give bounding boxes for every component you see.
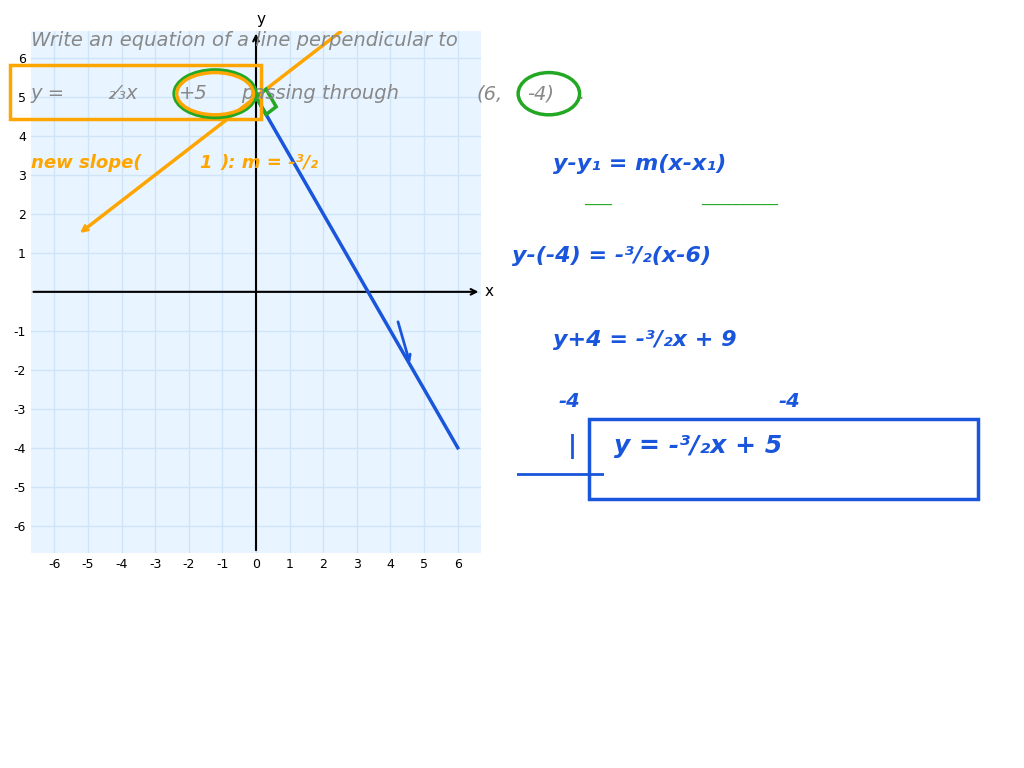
Text: passing through: passing through (241, 84, 398, 104)
Text: y-y₁ = m(x-x₁): y-y₁ = m(x-x₁) (553, 154, 726, 174)
Text: y =: y = (31, 84, 71, 104)
Text: 1: 1 (200, 154, 212, 171)
Text: Write an equation of a line perpendicular to: Write an equation of a line perpendicula… (31, 31, 458, 50)
Text: y = -³/₂x + 5: y = -³/₂x + 5 (614, 434, 782, 458)
Text: |: | (568, 434, 578, 459)
Text: -4): -4) (527, 84, 554, 104)
Text: y+4 = -³/₂x + 9: y+4 = -³/₂x + 9 (553, 330, 736, 350)
Text: ₂⁄₃x: ₂⁄₃x (108, 84, 138, 104)
Text: ___________: ___________ (701, 192, 778, 206)
Text: .: . (579, 84, 585, 104)
Text: +5: +5 (179, 84, 208, 104)
Text: -4: -4 (558, 392, 580, 411)
Text: ____: ____ (584, 192, 611, 206)
Text: new slope(: new slope( (31, 154, 141, 171)
Text: ): m = -³/₂: ): m = -³/₂ (220, 154, 318, 171)
Text: (6,: (6, (476, 84, 503, 104)
Text: x: x (484, 284, 494, 300)
Text: -4: -4 (778, 392, 800, 411)
Text: y-(-4) = -³/₂(x-6): y-(-4) = -³/₂(x-6) (512, 246, 711, 266)
Text: y: y (257, 12, 265, 27)
